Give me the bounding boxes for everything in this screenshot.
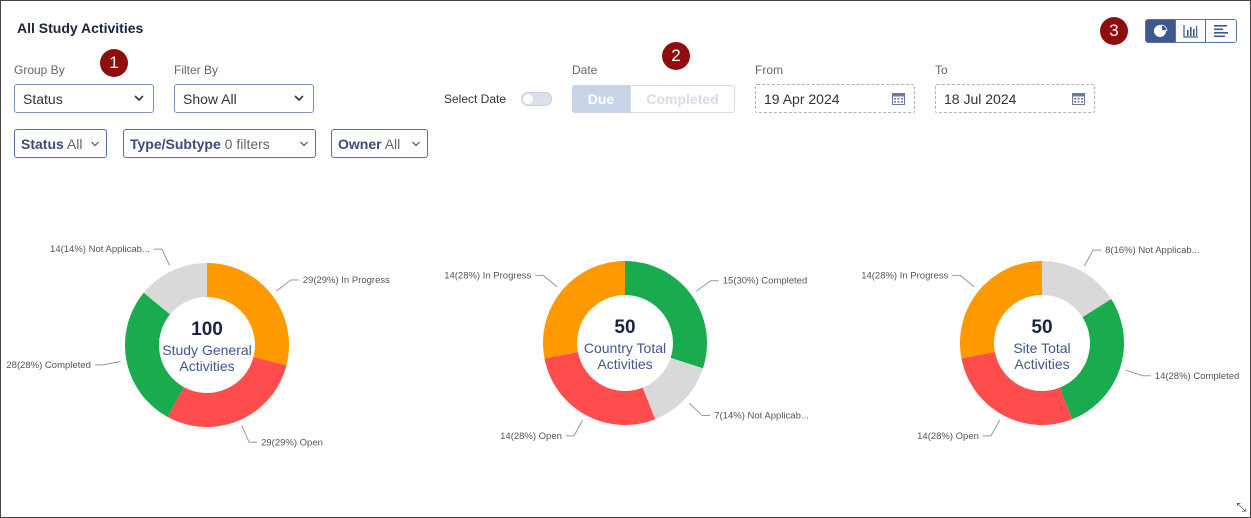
horizontal-bar-icon [1214, 25, 1228, 38]
bar-chart-icon [1182, 25, 1198, 38]
slice-label: 14(28%) Open [500, 431, 562, 442]
group-by-value: Status [23, 91, 63, 107]
chip-value: All [66, 136, 83, 152]
due-segment-button[interactable]: Due [572, 85, 630, 113]
slice-label: 14(28%) In Progress [444, 270, 531, 281]
donut-center-label: Study General [162, 342, 252, 358]
chevron-down-icon [134, 95, 144, 102]
slice-leader-line [94, 360, 121, 366]
donut-slice[interactable] [124, 292, 184, 417]
slice-leader-line [153, 248, 170, 266]
chevron-down-icon [91, 141, 99, 147]
donut-slice[interactable] [960, 261, 1042, 359]
calendar-icon[interactable] [1072, 92, 1085, 105]
to-date-value: 18 Jul 2024 [944, 91, 1017, 107]
donut-center-value: 50 [614, 317, 635, 338]
donut-center-label: Activities [179, 358, 234, 374]
slice-label: 14(28%) Open [917, 431, 979, 442]
filter-by-label: Filter By [174, 63, 219, 77]
from-date-value: 19 Apr 2024 [764, 91, 840, 107]
donut-center-label: Site Total [1013, 340, 1070, 356]
donut-slice[interactable] [1059, 299, 1124, 420]
calendar-icon[interactable] [892, 92, 905, 105]
type-subtype-filter-chip[interactable]: Type/Subtype 0 filters [123, 129, 316, 158]
callout-badge-3: 3 [1100, 17, 1128, 45]
slice-leader-line [241, 425, 258, 443]
slice-label: 7(14%) Not Applicab... [714, 411, 809, 422]
donut-slice[interactable] [543, 261, 625, 359]
widget-title: All Study Activities [17, 20, 144, 36]
chip-value: 0 filters [224, 136, 270, 152]
chip-value: All [384, 136, 401, 152]
donut-slice[interactable] [642, 357, 703, 420]
donut-center-value: 50 [1031, 317, 1052, 338]
select-date-label: Select Date [444, 92, 507, 106]
filter-by-value: Show All [183, 91, 237, 107]
to-date-input[interactable]: 18 Jul 2024 [935, 84, 1095, 113]
slice-leader-line [1125, 369, 1151, 377]
from-label: From [755, 63, 783, 77]
completed-segment-button[interactable]: Completed [630, 85, 735, 113]
donut-center-label: Activities [1014, 356, 1069, 372]
slice-label: 29(29%) Open [261, 437, 323, 448]
chip-name: Owner [338, 136, 382, 152]
slice-label: 15(30%) Completed [723, 276, 808, 287]
slice-label: 8(16%) Not Applicab... [1105, 245, 1200, 256]
select-date-toggle[interactable] [521, 92, 552, 106]
horizontal-bar-view-button[interactable] [1206, 20, 1236, 42]
donut-slice[interactable] [207, 263, 289, 366]
resize-handle-icon[interactable]: ⤡ [1236, 500, 1246, 514]
slice-leader-line [1083, 249, 1102, 267]
slice-leader-line [535, 274, 558, 288]
slice-label: 14(28%) In Progress [861, 270, 948, 281]
toggle-knob [523, 94, 533, 104]
slice-leader-line [952, 274, 975, 288]
status-filter-chip[interactable]: Status All [14, 129, 107, 158]
donut-slice[interactable] [167, 356, 287, 427]
owner-filter-chip[interactable]: Owner All [331, 129, 428, 158]
chevron-down-icon [300, 141, 308, 147]
slice-label: 14(14%) Not Applicab... [50, 244, 150, 255]
chip-name: Type/Subtype [130, 136, 221, 152]
donut-slice[interactable] [961, 351, 1073, 425]
slice-label: 28(28%) Completed [6, 360, 91, 371]
chevron-down-icon [294, 95, 304, 102]
chip-name: Status [21, 136, 64, 152]
from-date-input[interactable]: 19 Apr 2024 [755, 84, 915, 113]
donut-center-label: Country Total [584, 340, 666, 356]
donut-slice[interactable] [143, 263, 207, 315]
group-by-label: Group By [14, 63, 65, 77]
slice-leader-line [982, 419, 1001, 437]
filter-by-select[interactable]: Show All [174, 84, 314, 113]
date-label: Date [572, 63, 598, 77]
donut-center-label: Activities [597, 356, 652, 372]
callout-badge-1: 1 [100, 49, 128, 77]
pie-chart-view-button[interactable] [1146, 20, 1176, 42]
donut-slice[interactable] [625, 261, 707, 369]
callout-badge-2: 2 [662, 42, 690, 70]
slice-label: 14(28%) Completed [1155, 371, 1240, 382]
slice-leader-line [695, 280, 719, 292]
to-label: To [935, 63, 948, 77]
slice-leader-line [276, 279, 299, 292]
slice-label: 29(29%) In Progress [303, 275, 390, 286]
chevron-down-icon [412, 141, 420, 147]
donut-center-value: 100 [191, 319, 223, 340]
slice-leader-line [565, 419, 584, 437]
donut-slice[interactable] [1042, 261, 1112, 318]
donut-slice[interactable] [544, 351, 656, 425]
group-by-select[interactable]: Status [14, 84, 154, 113]
slice-leader-line [688, 402, 711, 417]
chart-view-toggle[interactable] [1145, 19, 1237, 43]
pie-chart-icon [1153, 24, 1167, 37]
bar-chart-view-button[interactable] [1176, 20, 1206, 42]
